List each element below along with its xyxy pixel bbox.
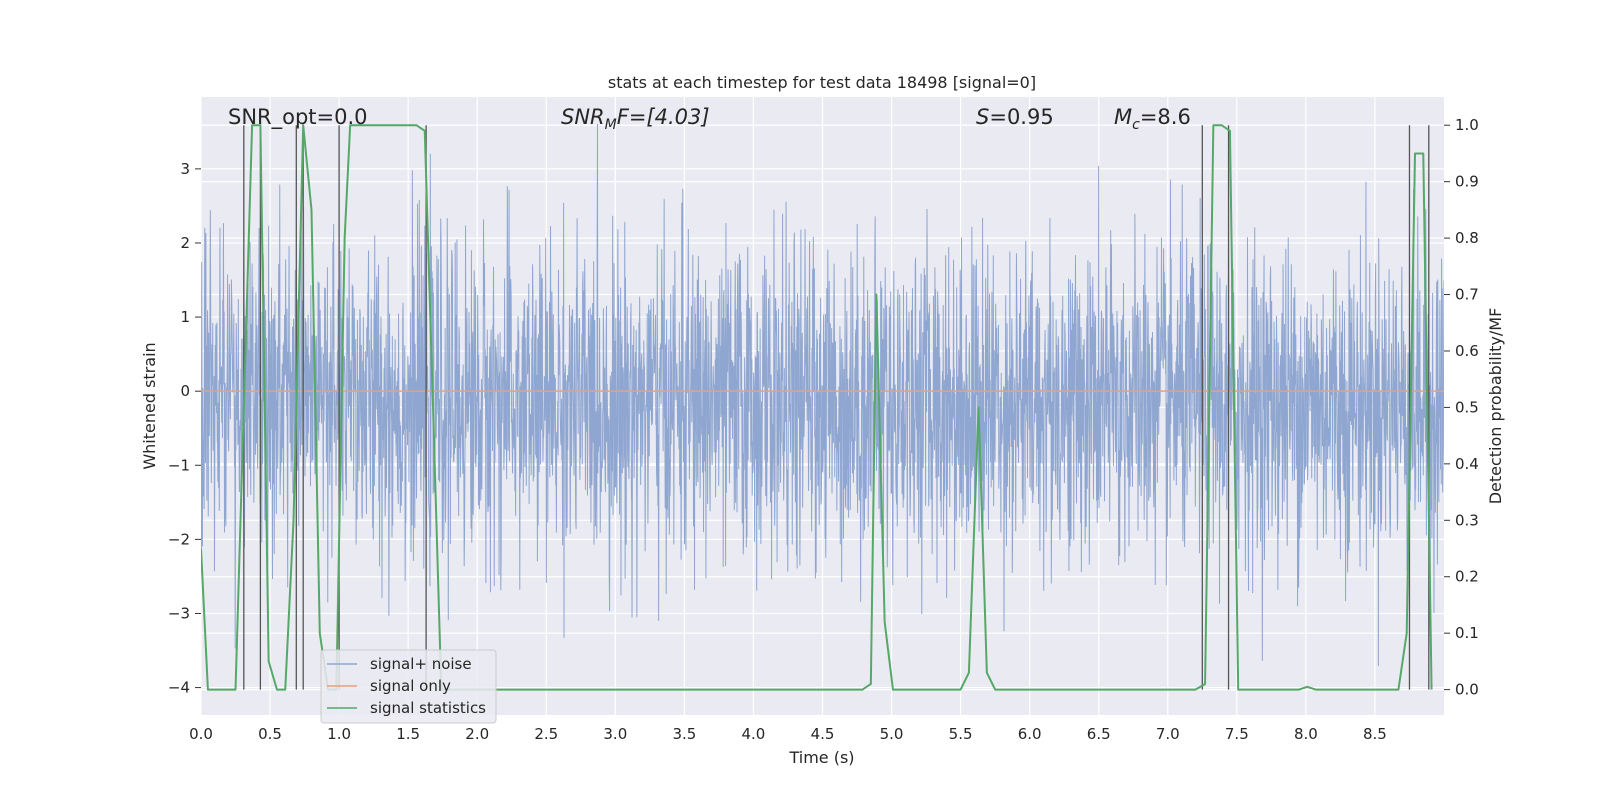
y-tick-label: 1 [180,308,190,326]
y2-tick-label: 0.9 [1455,173,1479,191]
x-axis-label: Time (s) [788,748,854,767]
x-tick-label: 3.0 [603,725,627,743]
legend-label-signal-only: signal only [370,677,451,695]
y-tick-label: 3 [180,160,190,178]
annotation-snr-mf-sub: M [605,117,617,133]
y2-tick-label: 0.6 [1455,342,1479,360]
x-tick-label: 6.5 [1087,725,1111,743]
x-tick-label: 8.5 [1363,725,1387,743]
x-tick-label: 3.5 [672,725,696,743]
plot-content [201,123,1444,691]
x-tick-label: 6.0 [1018,725,1042,743]
y-tick-label: −2 [168,530,190,548]
x-tick-label: 2.0 [465,725,489,743]
y2-tick-label: 0.2 [1455,568,1479,586]
annotation-snr-mf-rest: F=[4.03] [617,105,710,129]
annotation-mc: Mc=8.6 [1114,105,1191,133]
x-tick-label: 5.5 [949,725,973,743]
y2-tick-label: 0.3 [1455,511,1479,529]
annotation-snr-opt: SNR_opt=0.0 [228,105,368,130]
y-tick-label: 2 [180,234,190,252]
series-signal-noise [201,123,1444,666]
legend-label-signal-statistics: signal statistics [370,699,486,717]
x-tick-label: 5.0 [880,725,904,743]
y-axis-ticks: −4 −3 −2 −1 0 1 2 3 [168,160,201,697]
x-tick-label: 2.5 [534,725,558,743]
annotation-s-rest: =0.95 [989,105,1053,129]
y-tick-label: −3 [168,604,190,622]
annotation-mc-sub: c [1132,117,1140,133]
x-tick-label: 0.5 [258,725,282,743]
y2-tick-label: 1.0 [1455,116,1479,134]
annotation-snr-mf-main: SNR [561,105,605,129]
x-tick-label: 1.5 [396,725,420,743]
y2-tick-label: 0.4 [1455,455,1479,473]
y-tick-label: −4 [168,679,190,697]
x-tick-label: 0.0 [189,725,213,743]
series-signal-statistics [201,124,1433,691]
y2-tick-label: 0.7 [1455,286,1479,304]
legend-box [320,649,497,724]
y-tick-label: 0 [180,382,190,400]
x-tick-label: 1.0 [327,725,351,743]
legend: signal+ noise signal only signal statist… [320,649,497,724]
y2-tick-label: 0.8 [1455,229,1479,247]
chart-title: stats at each timestep for test data 184… [608,73,1036,92]
x-tick-label: 7.0 [1156,725,1180,743]
annotation-mc-rest: =8.6 [1140,105,1191,129]
y2-axis-ticks: 0.0 0.1 0.2 0.3 0.4 0.5 0.6 0.7 0.8 0.9 1.0 [1444,116,1479,699]
annotation-s-main: S [976,105,989,129]
y2-tick-label: 0.0 [1455,681,1479,699]
annotation-snr-mf: SNRMF=[4.03] [561,105,710,133]
legend-label-signal-noise: signal+ noise [370,655,472,673]
y-axis-label: Whitened strain [140,342,159,469]
x-tick-label: 4.0 [742,725,766,743]
y2-tick-label: 0.5 [1455,398,1479,416]
x-tick-label: 8.0 [1294,725,1318,743]
x-tick-label: 7.5 [1225,725,1249,743]
y2-tick-label: 0.1 [1455,624,1479,642]
annotation-mc-main: M [1114,105,1132,129]
x-tick-label: 4.5 [811,725,835,743]
y-tick-label: −1 [168,456,190,474]
x-axis-ticks: 0.0 0.5 1.0 1.5 2.0 2.5 3.0 3.5 4.0 4.5 5.0 5.5 6.0 6… [189,725,1387,743]
y2-axis-label: Detection probability/MF [1486,308,1505,505]
annotation-s: S=0.95 [976,105,1054,129]
